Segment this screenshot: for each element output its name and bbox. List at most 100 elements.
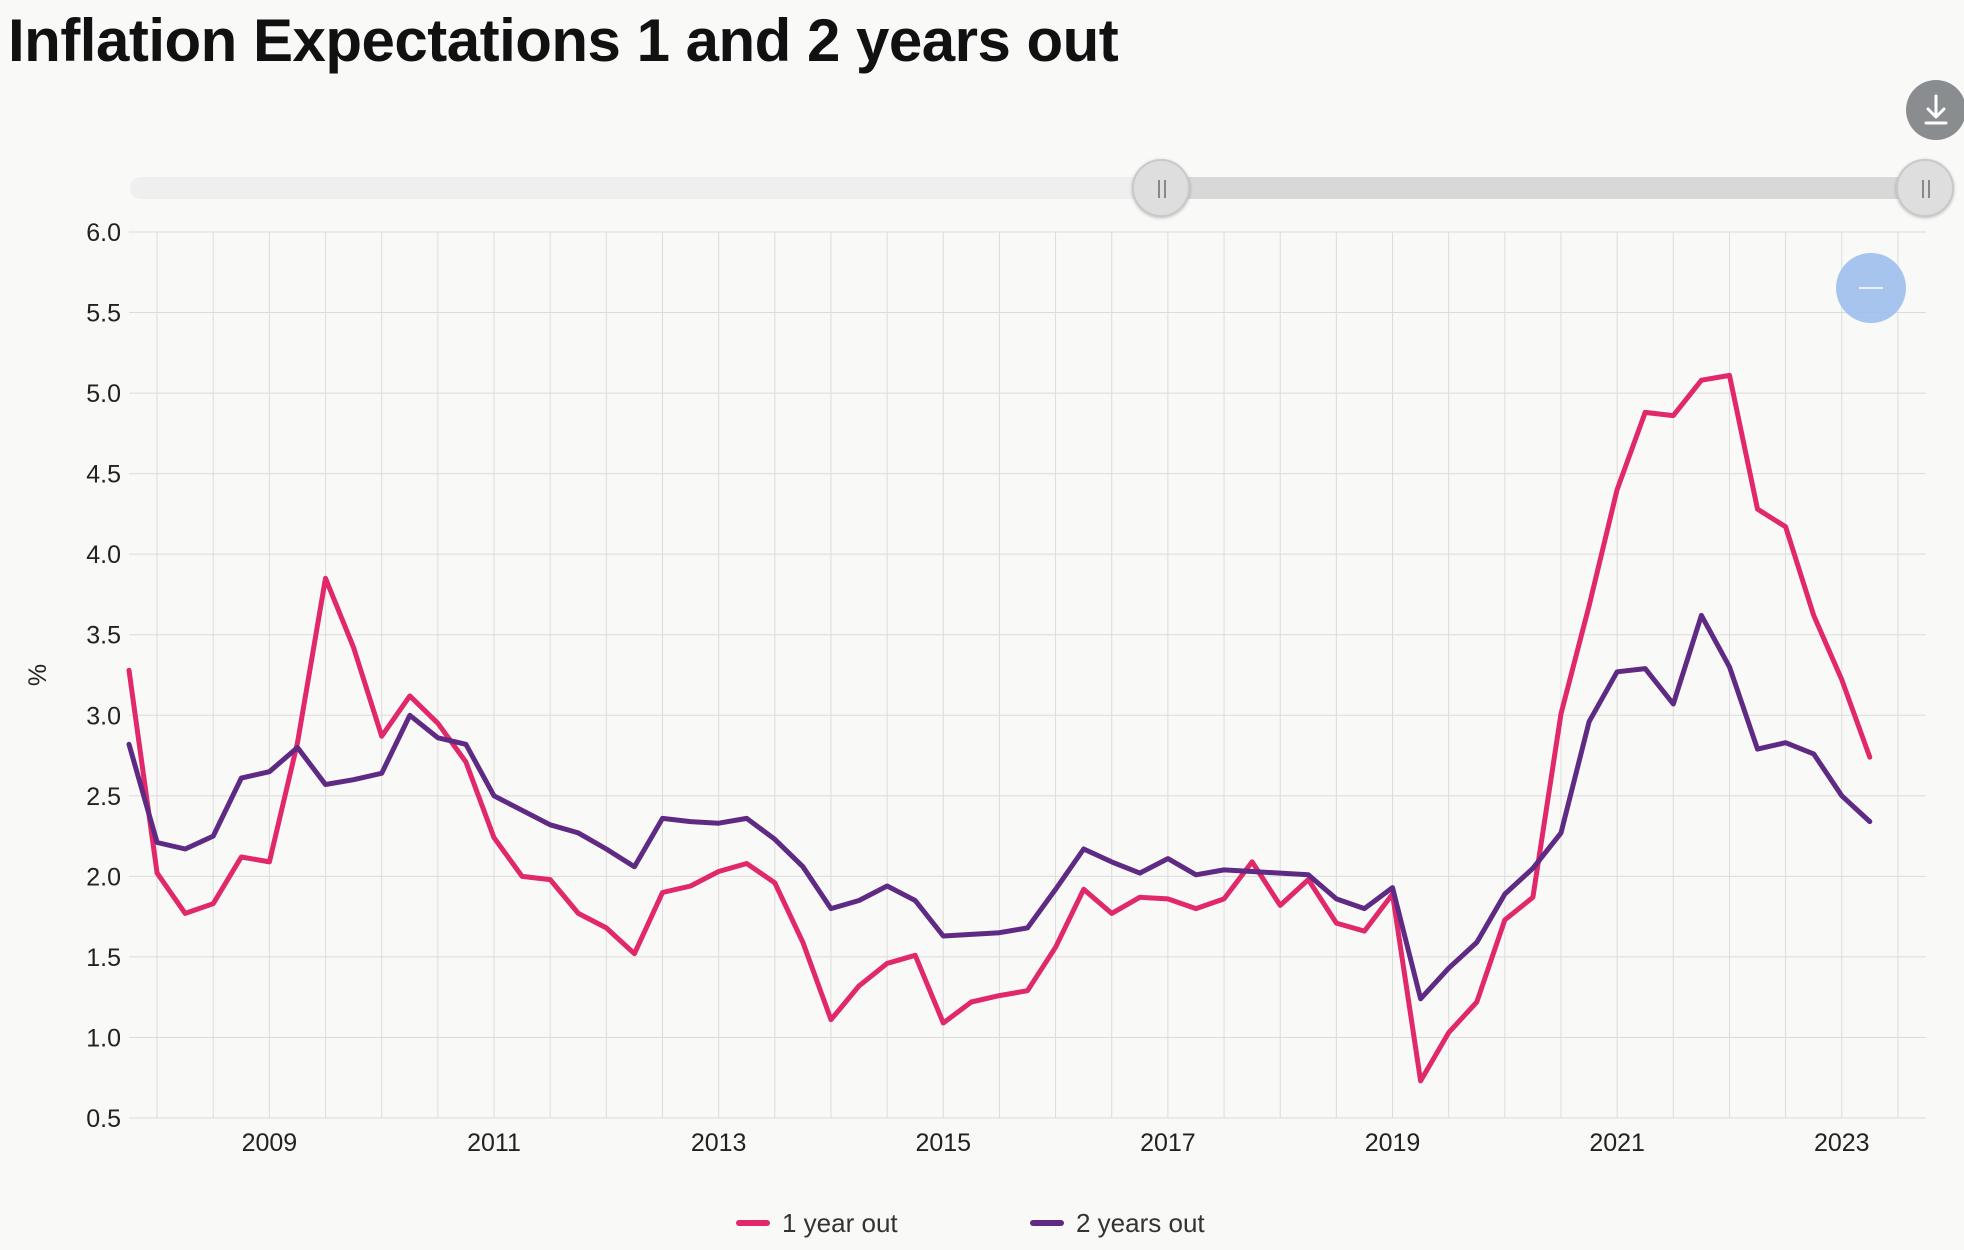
data-point xyxy=(1530,866,1535,871)
data-point xyxy=(520,808,525,813)
data-point xyxy=(660,816,665,821)
range-slider-end-handle[interactable] xyxy=(1896,159,1954,217)
data-point xyxy=(1643,410,1648,415)
data-point xyxy=(1446,1030,1451,1035)
data-point xyxy=(828,906,833,911)
y-tick-label: 3.5 xyxy=(86,622,121,650)
data-point xyxy=(155,871,160,876)
data-point xyxy=(1811,751,1816,756)
data-point xyxy=(211,834,216,839)
data-point xyxy=(1699,613,1704,618)
data-point xyxy=(1025,988,1030,993)
y-tick-label: 2.0 xyxy=(86,863,121,891)
data-point xyxy=(1390,885,1395,890)
chart-grid xyxy=(129,231,1926,1119)
data-point xyxy=(435,721,440,726)
data-point xyxy=(1615,487,1620,492)
data-point xyxy=(1165,856,1170,861)
data-point xyxy=(295,745,300,750)
data-point xyxy=(1615,669,1620,674)
minus-icon xyxy=(1859,287,1883,289)
data-point xyxy=(857,898,862,903)
data-point xyxy=(463,759,468,764)
data-point xyxy=(1867,819,1872,824)
data-point xyxy=(1250,859,1255,864)
legend-item-1-year-out[interactable]: 1 year out xyxy=(736,1203,898,1243)
data-point xyxy=(267,769,272,774)
data-point xyxy=(1839,677,1844,682)
x-tick-label: 2021 xyxy=(1589,1129,1645,1157)
data-point xyxy=(379,771,384,776)
data-point xyxy=(1418,1078,1423,1083)
series-line-2-years-out xyxy=(126,612,1873,1002)
data-point xyxy=(913,898,918,903)
data-point xyxy=(155,840,160,845)
data-point xyxy=(857,983,862,988)
data-point xyxy=(548,877,553,882)
data-point xyxy=(1671,701,1676,706)
grip-icon xyxy=(1928,180,1930,198)
data-point xyxy=(1306,872,1311,877)
data-point xyxy=(351,645,356,650)
data-point xyxy=(632,864,637,869)
x-tick-label: 2011 xyxy=(467,1129,521,1157)
data-point xyxy=(969,932,974,937)
data-point xyxy=(492,835,497,840)
data-point xyxy=(183,911,188,916)
grip-icon xyxy=(1922,180,1924,198)
data-point xyxy=(1783,740,1788,745)
range-slider-start-handle[interactable] xyxy=(1132,159,1190,217)
data-point xyxy=(1081,846,1086,851)
chart-legend: 1 year out 2 years out xyxy=(0,1203,1964,1243)
chart-axes: 0.5 1.0 1.5 2.0 2.5 3.0 3.5 4.0 4.5 5.0 5.5 6.0 2009… xyxy=(24,219,1870,1157)
data-point xyxy=(1278,871,1283,876)
y-tick-label: 0.5 xyxy=(86,1105,121,1133)
grip-icon xyxy=(1164,180,1166,198)
data-point xyxy=(1755,507,1760,512)
data-point xyxy=(183,846,188,851)
chart-series xyxy=(126,372,1873,1084)
data-point xyxy=(885,884,890,889)
y-tick-label: 3.0 xyxy=(86,702,121,730)
data-point xyxy=(604,846,609,851)
data-point xyxy=(1418,996,1423,1001)
data-point xyxy=(1137,895,1142,900)
legend-item-2-years-out[interactable]: 2 years out xyxy=(1030,1203,1205,1243)
data-point xyxy=(1839,793,1844,798)
data-point xyxy=(1109,859,1114,864)
range-slider-selection[interactable] xyxy=(1160,177,1926,199)
data-point xyxy=(1502,892,1507,897)
data-point xyxy=(1587,603,1592,608)
data-point xyxy=(576,911,581,916)
data-point xyxy=(1193,906,1198,911)
data-point xyxy=(688,819,693,824)
data-point xyxy=(1334,896,1339,901)
data-point xyxy=(1867,755,1872,760)
data-point xyxy=(267,859,272,864)
data-point xyxy=(407,693,412,698)
download-button[interactable] xyxy=(1906,80,1964,140)
data-point xyxy=(1053,887,1058,892)
data-point xyxy=(323,576,328,581)
data-point xyxy=(660,890,665,895)
data-point xyxy=(632,951,637,956)
data-point xyxy=(1587,719,1592,724)
data-point xyxy=(127,742,132,747)
zoom-reset-button[interactable] xyxy=(1836,253,1906,323)
y-tick-label: 2.5 xyxy=(86,783,121,811)
data-point xyxy=(941,933,946,938)
x-tick-label: 2009 xyxy=(242,1129,298,1157)
data-point xyxy=(1474,1000,1479,1005)
data-point xyxy=(744,861,749,866)
data-point xyxy=(1558,830,1563,835)
data-point xyxy=(379,734,384,739)
x-tick-label: 2013 xyxy=(691,1129,747,1157)
data-point xyxy=(1193,872,1198,877)
data-point xyxy=(239,776,244,781)
data-point xyxy=(520,874,525,879)
x-tick-label: 2023 xyxy=(1814,1129,1870,1157)
data-point xyxy=(1053,945,1058,950)
data-point xyxy=(1334,921,1339,926)
data-point xyxy=(1081,887,1086,892)
data-point xyxy=(435,735,440,740)
